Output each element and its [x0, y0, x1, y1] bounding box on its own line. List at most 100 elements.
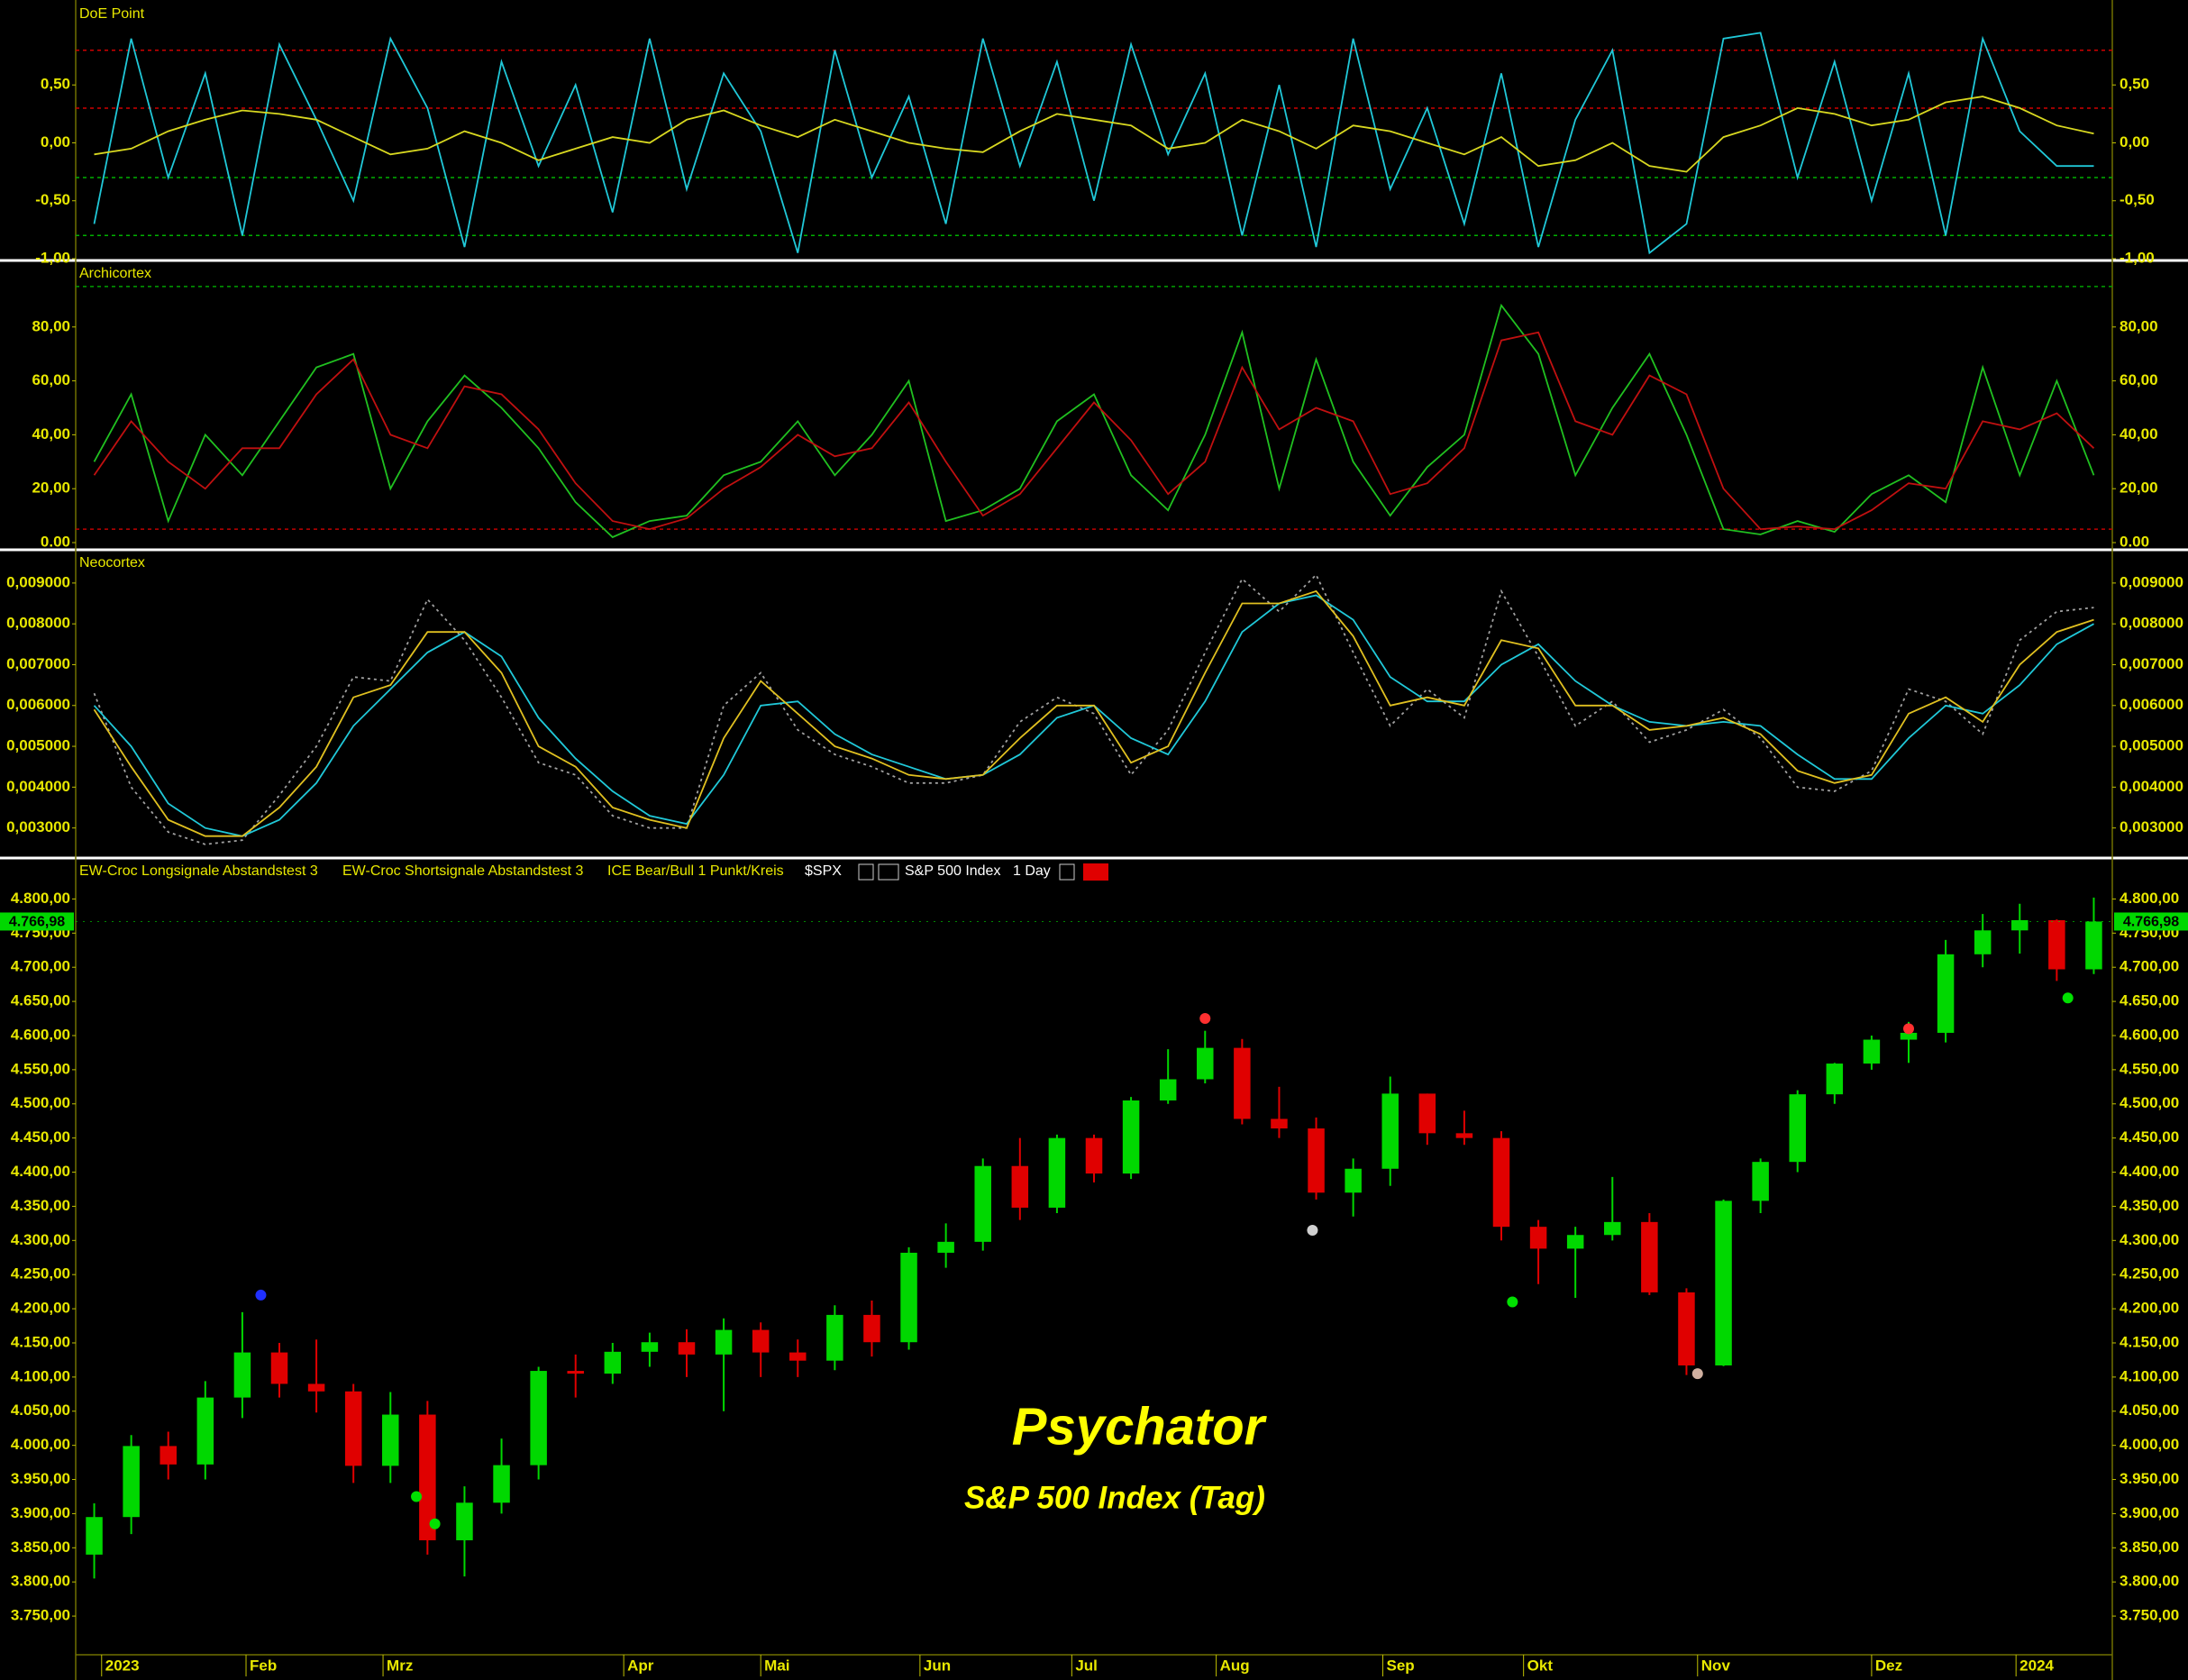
annotation-subtitle: S&P 500 Index (Tag) — [964, 1480, 1265, 1515]
y-tick-label: 4.000,00 — [2120, 1436, 2179, 1453]
candle-body — [937, 1241, 954, 1253]
plot-area — [76, 286, 2112, 539]
candle-body — [1826, 1064, 1844, 1095]
y-tick-label: 20,00 — [32, 479, 70, 497]
indicator-line — [93, 32, 2094, 255]
candle-body — [1418, 1093, 1436, 1134]
legend-item: EW-Croc Longsignale Abstandstest 3 — [79, 863, 318, 879]
x-tick-label: Nov — [1701, 1657, 1731, 1674]
y-tick-label: 60,00 — [2120, 371, 2158, 388]
candle-body — [307, 1383, 325, 1392]
candle-body — [493, 1465, 510, 1503]
y-tick-label: 3.900,00 — [11, 1504, 70, 1521]
x-tick-label: Feb — [250, 1657, 277, 1674]
candle-body — [1234, 1047, 1251, 1119]
y-tick-label: 4.050,00 — [2120, 1402, 2179, 1419]
y-tick-label: 4.400,00 — [2120, 1163, 2179, 1180]
y-tick-label: 4.700,00 — [11, 958, 70, 975]
y-tick-label: 40,00 — [2120, 425, 2158, 443]
candle-body — [1678, 1292, 1695, 1365]
y-tick-label: 3.750,00 — [11, 1607, 70, 1624]
plot-area — [86, 897, 2102, 1579]
last-price-box — [2114, 912, 2188, 931]
y-tick-label: 4.250,00 — [2120, 1265, 2179, 1283]
candle-body — [678, 1342, 696, 1355]
y-tick-label: 0,00 — [41, 133, 70, 151]
indicator-line — [93, 303, 2095, 539]
signal-dot — [1199, 1013, 1211, 1025]
y-tick-label: 0,009000 — [6, 573, 70, 590]
candle-body — [2048, 919, 2065, 970]
y-tick-label: 4.450,00 — [11, 1128, 70, 1146]
candle-body — [974, 1165, 991, 1242]
record-button[interactable] — [1083, 863, 1108, 881]
candle-body — [604, 1351, 622, 1374]
candle-body — [1271, 1118, 1288, 1129]
signal-dot — [1691, 1368, 1703, 1380]
candle-body — [826, 1314, 843, 1361]
last-price-label: 4.766,98 — [2123, 915, 2179, 930]
x-tick-label: Dez — [1875, 1657, 1902, 1674]
y-tick-label: -0,50 — [35, 191, 70, 208]
y-tick-label: 4.600,00 — [11, 1026, 70, 1043]
candle-body — [196, 1397, 214, 1465]
y-tick-label: 80,00 — [2120, 317, 2158, 334]
y-tick-label: 3.850,00 — [11, 1538, 70, 1556]
candle-body — [1159, 1079, 1177, 1100]
candle-body — [1604, 1221, 1621, 1236]
y-tick-label: 3.800,00 — [2120, 1573, 2179, 1590]
candle-body — [2011, 919, 2028, 931]
y-tick-label: 4.650,00 — [2120, 992, 2179, 1009]
candle-body — [1641, 1221, 1658, 1292]
candle-body — [1492, 1137, 1510, 1228]
y-tick-label: 0,005000 — [6, 737, 70, 754]
y-tick-label: 3.950,00 — [11, 1470, 70, 1487]
legend-item: EW-Croc Shortsignale Abstandstest 3 — [342, 863, 583, 879]
y-tick-label: 4.150,00 — [11, 1333, 70, 1350]
y-tick-label: 4.800,00 — [11, 890, 70, 907]
y-tick-label: 4.550,00 — [11, 1060, 70, 1077]
y-tick-label: 0,004000 — [6, 778, 70, 795]
dropdown-button[interactable] — [1059, 863, 1075, 881]
signal-dot — [255, 1289, 267, 1301]
y-tick-label: 0,50 — [2120, 76, 2149, 93]
x-tick-label: Mrz — [387, 1657, 413, 1674]
dropdown-button[interactable] — [858, 863, 874, 881]
candle-body — [789, 1352, 807, 1361]
y-tick-label: 4.250,00 — [11, 1265, 70, 1283]
y-tick-label: 0,008000 — [6, 615, 70, 632]
candle-body — [456, 1502, 473, 1540]
candle-body — [123, 1446, 140, 1518]
signal-dot — [1507, 1296, 1518, 1308]
candle-body — [2085, 921, 2102, 970]
y-tick-label: 4.100,00 — [2120, 1367, 2179, 1384]
panel-title: Neocortex — [79, 555, 145, 571]
y-tick-label: 0.00 — [2120, 534, 2149, 551]
y-tick-label: 0,004000 — [2120, 778, 2183, 795]
y-tick-label: 4.700,00 — [2120, 958, 2179, 975]
candle-body — [1048, 1137, 1066, 1208]
candle-body — [1937, 954, 1955, 1033]
signal-dot — [2062, 992, 2074, 1004]
candle-body — [344, 1391, 362, 1466]
legend-item: ICE Bear/Bull 1 Punkt/Kreis — [607, 863, 784, 879]
x-tick-label: Mai — [764, 1657, 789, 1674]
x-tick-label: Apr — [627, 1657, 654, 1674]
candle-body — [160, 1446, 177, 1465]
y-tick-label: 0,006000 — [2120, 696, 2183, 713]
y-tick-label: 40,00 — [32, 425, 70, 443]
y-tick-label: 0,50 — [41, 76, 70, 93]
y-tick-label: 3.850,00 — [2120, 1538, 2179, 1556]
y-tick-label: 4.100,00 — [11, 1367, 70, 1384]
y-tick-label: 0,008000 — [2120, 615, 2183, 632]
dropdown-button[interactable] — [878, 863, 899, 881]
last-price-label: 4.766,98 — [9, 915, 65, 930]
y-tick-label: 4.600,00 — [2120, 1026, 2179, 1043]
last-price-box — [0, 912, 74, 931]
candle-body — [530, 1371, 547, 1465]
y-tick-label: 4.000,00 — [11, 1436, 70, 1453]
y-tick-label: 4.500,00 — [2120, 1094, 2179, 1111]
candle-body — [863, 1314, 880, 1343]
interval-label: 1 Day — [1013, 863, 1051, 879]
